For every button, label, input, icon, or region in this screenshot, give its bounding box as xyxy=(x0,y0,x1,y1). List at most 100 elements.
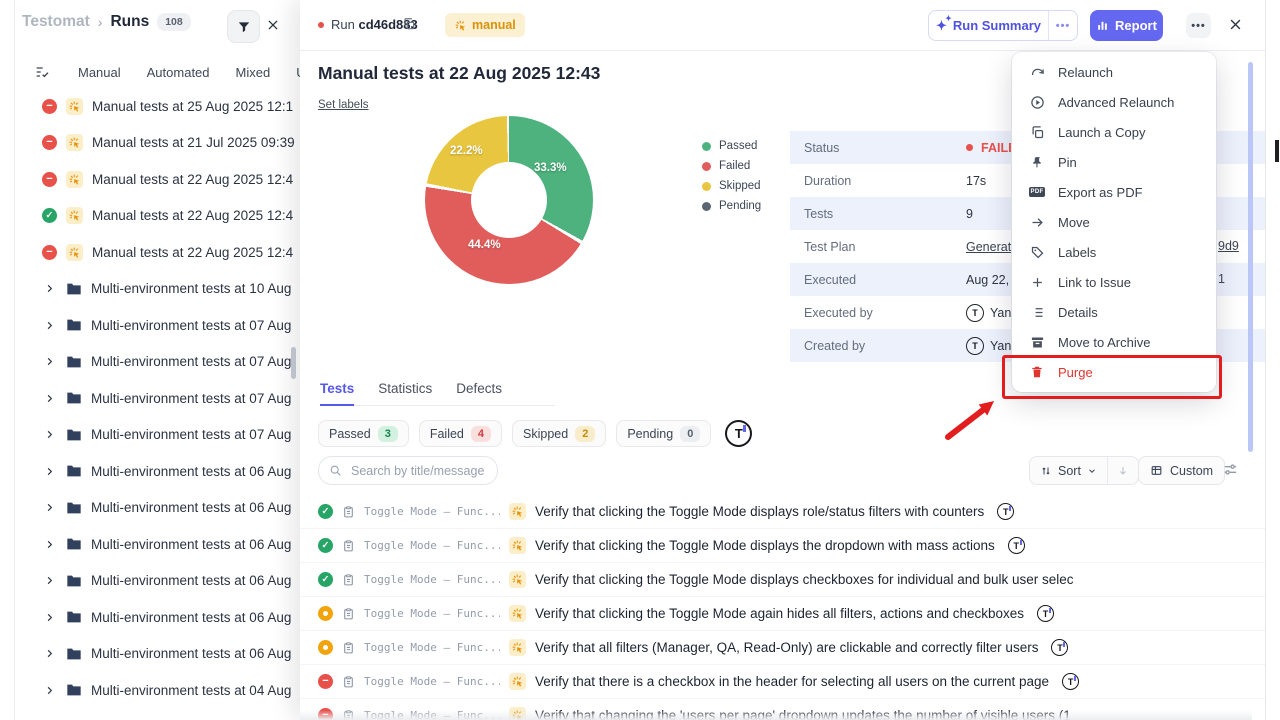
clipboard-icon xyxy=(342,675,355,689)
manual-click-icon xyxy=(509,639,526,656)
sort-direction-button[interactable] xyxy=(1106,457,1138,484)
folder-icon xyxy=(66,464,82,478)
menu-item-launch-a-copy[interactable]: Launch a Copy xyxy=(1012,117,1216,147)
folder-list-item[interactable]: Multi-environment tests at 06 Aug xyxy=(0,453,300,490)
menu-item-labels[interactable]: Labels xyxy=(1012,237,1216,267)
run-summary-button[interactable]: ✦ ✦ Run Summary ••• xyxy=(928,10,1078,41)
menu-item-export-pdf[interactable]: PDF Export as PDF xyxy=(1012,177,1216,207)
folder-list-item[interactable]: Multi-environment tests at 06 Aug xyxy=(0,490,300,527)
detail-label: Executed by xyxy=(804,305,873,320)
test-plan-link-tail[interactable]: 9d9 xyxy=(1218,239,1239,253)
folder-list-item[interactable]: Multi-environment tests at 07 Aug xyxy=(0,307,300,344)
filter-button[interactable] xyxy=(227,10,260,43)
more-actions-button[interactable]: ••• xyxy=(1186,13,1211,38)
chip-failed[interactable]: Failed 4 xyxy=(418,420,502,447)
manual-click-icon xyxy=(66,97,83,115)
set-labels-link[interactable]: Set labels xyxy=(318,99,369,111)
run-list-item[interactable]: Manual tests at 25 Aug 2025 12:1 xyxy=(0,88,300,125)
copy-icon[interactable] xyxy=(402,17,416,31)
run-list-item[interactable]: Manual tests at 21 Jul 2025 09:39 xyxy=(0,125,300,162)
sidebar-tab-u[interactable]: U xyxy=(296,65,300,80)
menu-item-link-to-issue[interactable]: Link to Issue xyxy=(1012,267,1216,297)
sidebar-tabs: Manual Automated Mixed U xyxy=(34,64,300,80)
test-row[interactable]: Toggle Mode — Func... Verify that there … xyxy=(300,664,1266,698)
run-list-item[interactable]: Manual tests at 22 Aug 2025 12:4 xyxy=(0,161,300,198)
chevron-right-icon[interactable] xyxy=(44,648,55,659)
testomat-t-icon[interactable] xyxy=(725,420,753,447)
sidebar-tab-manual[interactable]: Manual xyxy=(78,64,121,80)
sort-button[interactable]: Sort xyxy=(1030,457,1107,484)
chevron-right-icon[interactable] xyxy=(44,502,55,513)
test-row[interactable]: Toggle Mode — Func... Verify that clicki… xyxy=(300,495,1266,528)
folder-list-item[interactable]: Multi-environment tests at 04 Aug xyxy=(0,672,300,709)
search-box[interactable] xyxy=(318,456,498,485)
chevron-right-icon[interactable] xyxy=(44,539,55,550)
chip-passed[interactable]: Passed 3 xyxy=(318,420,409,447)
panel-scrollbar-thumb[interactable] xyxy=(1248,62,1253,452)
tab-statistics[interactable]: Statistics xyxy=(378,381,433,396)
chip-skipped[interactable]: Skipped 2 xyxy=(512,420,607,447)
sidebar-close-icon[interactable] xyxy=(266,18,280,32)
folder-list-item[interactable]: Multi-environment tests at 07 Aug xyxy=(0,344,300,381)
sidebar-scrollbar-thumb[interactable] xyxy=(291,347,296,379)
list-icon xyxy=(1029,305,1045,320)
chevron-right-icon[interactable] xyxy=(44,283,55,294)
search-input[interactable] xyxy=(349,462,487,479)
brand-testomat[interactable]: Testomat xyxy=(22,13,90,30)
folder-label: Multi-environment tests at 06 Aug xyxy=(91,609,292,625)
run-summary-more-icon[interactable]: ••• xyxy=(1048,11,1077,40)
sidebar-tab-automated[interactable]: Automated xyxy=(146,64,210,80)
sidebar-tab-mixed[interactable]: Mixed xyxy=(235,64,271,80)
menu-item-relaunch[interactable]: Relaunch xyxy=(1012,57,1216,87)
chevron-right-icon[interactable] xyxy=(44,575,55,586)
manual-type-badge[interactable]: manual xyxy=(445,13,525,37)
chip-count: 2 xyxy=(575,425,596,442)
chevron-right-icon[interactable] xyxy=(44,320,55,331)
folder-list-item[interactable]: Multi-environment tests at 06 Aug xyxy=(0,599,300,636)
folder-label: Multi-environment tests at 04 Aug xyxy=(91,682,292,698)
run-checklist-icon[interactable] xyxy=(34,64,50,80)
custom-columns-button[interactable]: Custom xyxy=(1138,456,1226,485)
test-plan-link[interactable]: Generate xyxy=(966,239,1019,254)
folder-label: Multi-environment tests at 10 Aug xyxy=(91,281,292,297)
menu-label: Export as PDF xyxy=(1058,184,1143,200)
folder-list-item[interactable]: Multi-environment tests at 10 Aug xyxy=(0,271,300,308)
menu-item-move[interactable]: Move xyxy=(1012,207,1216,237)
test-title: Verify that all filters (Manager, QA, Re… xyxy=(535,640,1039,655)
tab-tests[interactable]: Tests xyxy=(320,381,355,406)
page-scrollbar-thumb[interactable] xyxy=(1275,140,1279,162)
folder-icon xyxy=(66,647,82,661)
chevron-right-icon[interactable] xyxy=(44,356,55,367)
run-list-item[interactable]: Manual tests at 22 Aug 2025 12:4 xyxy=(0,198,300,235)
menu-item-move-to-archive[interactable]: Move to Archive xyxy=(1012,327,1216,357)
folder-list-item[interactable]: Multi-environment tests at 06 Aug xyxy=(0,636,300,673)
folder-list-item[interactable]: Multi-environment tests at 06 Aug xyxy=(0,563,300,600)
runs-title[interactable]: Runs xyxy=(110,13,150,30)
menu-item-details[interactable]: Details xyxy=(1012,297,1216,327)
test-row[interactable]: Toggle Mode — Func... Verify that clicki… xyxy=(300,596,1266,630)
chevron-right-icon[interactable] xyxy=(44,612,55,623)
test-row[interactable]: Toggle Mode — Func... Verify that clicki… xyxy=(300,562,1266,596)
view-settings-icon[interactable] xyxy=(1222,461,1239,478)
menu-item-purge[interactable]: Purge xyxy=(1012,357,1216,387)
folder-list-item[interactable]: Multi-environment tests at 07 Aug xyxy=(0,380,300,417)
trash-icon xyxy=(1029,365,1045,379)
menu-item-advanced-relaunch[interactable]: Advanced Relaunch xyxy=(1012,87,1216,117)
test-list: Toggle Mode — Func... Verify that clicki… xyxy=(300,495,1266,720)
panel-close-icon[interactable] xyxy=(1228,17,1243,32)
report-button[interactable]: Report xyxy=(1090,10,1163,41)
tab-defects[interactable]: Defects xyxy=(456,381,503,396)
test-row[interactable]: Toggle Mode — Func... Verify that all fi… xyxy=(300,630,1266,664)
chevron-right-icon[interactable] xyxy=(44,685,55,696)
chevron-right-icon[interactable] xyxy=(44,429,55,440)
chip-pending[interactable]: Pending 0 xyxy=(616,420,712,447)
run-list-item[interactable]: Manual tests at 22 Aug 2025 12:4 xyxy=(0,234,300,271)
folder-list-item[interactable]: Multi-environment tests at 06 Aug xyxy=(0,526,300,563)
chevron-right-icon[interactable] xyxy=(44,393,55,404)
folder-label: Multi-environment tests at 06 Aug xyxy=(91,463,292,479)
menu-item-pin[interactable]: Pin xyxy=(1012,147,1216,177)
test-row[interactable]: Toggle Mode — Func... Verify that clicki… xyxy=(300,528,1266,562)
chevron-right-icon[interactable] xyxy=(44,466,55,477)
run-label: Manual tests at 21 Jul 2025 09:39 xyxy=(92,135,295,151)
folder-list-item[interactable]: Multi-environment tests at 07 Aug xyxy=(0,417,300,454)
